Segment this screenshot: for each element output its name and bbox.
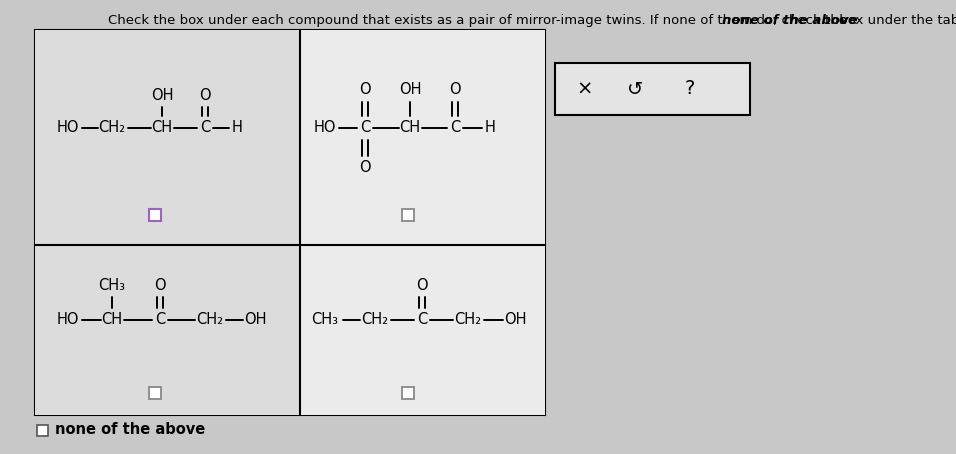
Text: O: O [449,83,461,98]
Text: O: O [154,277,165,292]
Text: CH₂: CH₂ [196,312,224,327]
Text: C: C [450,120,460,135]
Text: none of the above: none of the above [722,14,858,27]
Bar [402,387,414,399]
Bar [300,30,545,245]
Text: CH₂: CH₂ [98,120,125,135]
Text: HO: HO [56,120,79,135]
Text: CH₃: CH₃ [98,277,125,292]
Text: C: C [359,120,370,135]
Text: none of the above: none of the above [55,423,206,438]
Text: HO: HO [314,120,337,135]
Text: C: C [200,120,210,135]
Text: H: H [231,120,243,135]
Text: HO: HO [56,312,79,327]
Text: C: C [417,312,427,327]
Text: Check the box under each compound that exists as a pair of mirror-image twins. I: Check the box under each compound that e… [108,14,852,27]
Text: CH: CH [151,120,173,135]
Text: OH: OH [244,312,267,327]
Text: C: C [155,312,165,327]
Text: H: H [485,120,495,135]
Text: CH₂: CH₂ [454,312,482,327]
Bar [35,30,545,415]
Text: O: O [199,88,211,103]
Text: box under the table.: box under the table. [835,14,956,27]
Bar [35,30,300,245]
Text: OH: OH [399,83,422,98]
Text: O: O [359,161,371,176]
Text: OH: OH [504,312,526,327]
Bar [149,209,161,221]
Text: CH: CH [101,312,122,327]
Bar [555,63,750,115]
Text: CH₃: CH₃ [312,312,338,327]
Text: ×: × [576,79,593,99]
Text: OH: OH [151,88,173,103]
Text: ↺: ↺ [627,79,643,99]
Text: O: O [416,277,428,292]
Bar [402,209,414,221]
Bar [35,245,300,415]
Bar [149,387,161,399]
Text: CH: CH [400,120,421,135]
Text: ?: ? [684,79,695,99]
Text: CH₂: CH₂ [361,312,388,327]
Text: O: O [359,83,371,98]
Bar [37,424,49,435]
Bar [300,245,545,415]
